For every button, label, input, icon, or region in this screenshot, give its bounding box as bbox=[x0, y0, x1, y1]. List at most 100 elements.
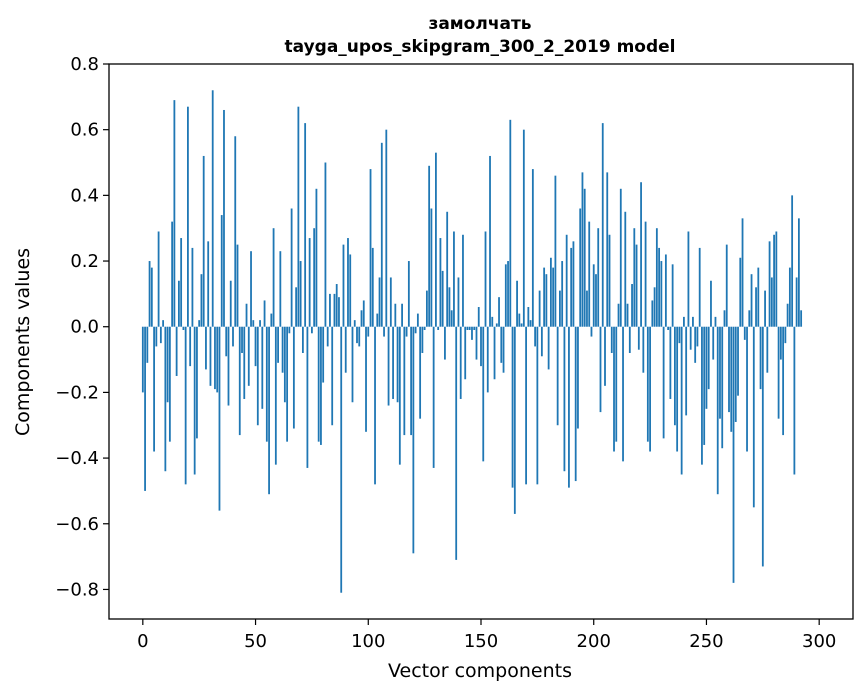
bar bbox=[315, 188, 318, 327]
bar bbox=[673, 326, 676, 426]
x-tick-label: 50 bbox=[244, 631, 267, 652]
bar bbox=[473, 326, 476, 330]
y-tick-label: 0.4 bbox=[70, 185, 99, 206]
bar bbox=[425, 290, 428, 327]
bar bbox=[435, 152, 437, 327]
bar bbox=[324, 162, 327, 327]
bar bbox=[191, 247, 194, 327]
y-tick-label: 0.6 bbox=[70, 120, 99, 141]
x-tick-label: 300 bbox=[802, 631, 836, 652]
bar bbox=[423, 326, 426, 330]
bar bbox=[184, 326, 187, 485]
bar bbox=[232, 326, 234, 347]
bar bbox=[437, 326, 440, 330]
bar bbox=[559, 290, 561, 327]
bar bbox=[430, 208, 433, 327]
bar bbox=[475, 326, 478, 360]
bar bbox=[157, 231, 160, 327]
bar bbox=[743, 326, 746, 340]
bar bbox=[250, 251, 252, 327]
bar bbox=[536, 326, 539, 485]
bar bbox=[561, 261, 564, 327]
bar bbox=[200, 274, 203, 327]
bar bbox=[563, 326, 566, 472]
bar bbox=[739, 257, 742, 327]
bar bbox=[252, 320, 255, 327]
bar bbox=[317, 326, 320, 442]
bar bbox=[755, 287, 757, 327]
y-tick-label: −0.2 bbox=[55, 382, 99, 403]
bar bbox=[698, 247, 701, 327]
bar bbox=[207, 241, 210, 327]
bar bbox=[489, 155, 491, 327]
bar bbox=[196, 326, 198, 439]
bar bbox=[574, 326, 577, 482]
bar bbox=[209, 326, 212, 386]
y-tick-label: −0.8 bbox=[55, 579, 99, 600]
bar bbox=[538, 290, 541, 327]
x-tick-label: 100 bbox=[351, 631, 385, 652]
bar bbox=[166, 326, 169, 403]
y-tick-label: 0.8 bbox=[70, 54, 99, 75]
bar bbox=[398, 326, 401, 465]
bar bbox=[385, 129, 388, 327]
bar bbox=[218, 326, 221, 511]
bar bbox=[710, 280, 712, 327]
bar bbox=[705, 326, 708, 409]
bar bbox=[444, 326, 446, 360]
bar bbox=[311, 326, 313, 334]
bar bbox=[297, 106, 300, 327]
bar bbox=[678, 326, 681, 344]
y-tick-label: 0.2 bbox=[70, 251, 99, 272]
bar bbox=[613, 326, 615, 452]
bar bbox=[768, 241, 771, 327]
bar bbox=[356, 326, 358, 344]
bar bbox=[353, 320, 356, 327]
bar bbox=[770, 277, 773, 327]
bar bbox=[788, 267, 791, 327]
bar bbox=[365, 326, 367, 432]
bar bbox=[141, 326, 144, 393]
bar bbox=[782, 326, 785, 436]
bar bbox=[608, 234, 611, 327]
bar bbox=[187, 106, 189, 327]
bar bbox=[421, 326, 424, 353]
bar bbox=[676, 326, 679, 452]
bar bbox=[405, 326, 408, 337]
bar bbox=[410, 326, 413, 436]
bar bbox=[387, 326, 390, 406]
x-tick-label: 200 bbox=[577, 631, 611, 652]
bar bbox=[637, 326, 640, 350]
bar bbox=[784, 326, 787, 344]
bar bbox=[428, 165, 431, 327]
bar bbox=[725, 244, 728, 327]
bar bbox=[723, 310, 726, 327]
bar bbox=[371, 247, 374, 327]
bar bbox=[272, 228, 275, 327]
bar-series bbox=[141, 90, 803, 593]
bar bbox=[333, 293, 336, 327]
bar bbox=[261, 326, 264, 409]
bar bbox=[342, 244, 345, 327]
bar bbox=[644, 221, 647, 327]
bar bbox=[182, 326, 185, 330]
bar bbox=[351, 326, 354, 403]
bar bbox=[540, 326, 543, 357]
bar bbox=[419, 326, 422, 419]
bar bbox=[268, 326, 270, 495]
bar bbox=[432, 326, 435, 468]
bar bbox=[394, 303, 397, 327]
bar bbox=[480, 326, 482, 367]
bar bbox=[737, 326, 739, 396]
bar bbox=[155, 326, 158, 347]
bar bbox=[534, 326, 537, 347]
bar bbox=[680, 326, 683, 475]
bar bbox=[358, 326, 361, 347]
chart-title: замолчать bbox=[428, 14, 531, 34]
bar bbox=[383, 326, 385, 337]
bar bbox=[360, 310, 363, 327]
bar bbox=[299, 261, 302, 327]
bar bbox=[416, 313, 419, 327]
bar bbox=[511, 326, 514, 488]
bar bbox=[597, 228, 600, 327]
